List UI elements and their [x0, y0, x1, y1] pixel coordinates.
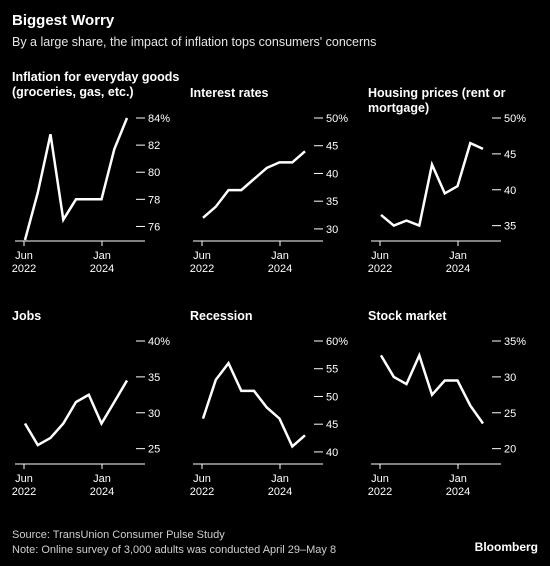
x-tick-label: Jan [449, 473, 467, 485]
y-tick-label: 45 [326, 141, 338, 153]
y-tick-label: 30 [148, 408, 160, 420]
panel-title-stock-market: Stock market [368, 309, 447, 323]
source-note: Source: TransUnion Consumer Pulse Study [12, 529, 225, 541]
x-tick-label-year: 2024 [446, 263, 470, 275]
y-tick-label: 45 [504, 149, 516, 161]
x-tick-label: Jan [271, 250, 289, 262]
x-tick-label: Jan [93, 473, 111, 485]
x-tick-label-year: 2022 [368, 263, 392, 275]
y-tick-label: 30 [504, 372, 516, 384]
survey-note: Note: Online survey of 3,000 adults was … [12, 544, 337, 556]
y-tick-label: 82 [148, 140, 160, 152]
y-tick-label: 60% [326, 336, 348, 348]
y-tick-label: 25 [148, 444, 160, 456]
chart-subtitle: By a large share, the impact of inflatio… [12, 35, 377, 49]
chart-title: Biggest Worry [12, 12, 115, 29]
y-tick-label: 20 [504, 444, 516, 456]
series-line [380, 141, 484, 228]
panel-title-housing-prices: Housing prices (rent or mortgage) [368, 86, 506, 115]
x-tick-label: Jun [193, 250, 211, 262]
x-tick-label: Jun [15, 250, 33, 262]
x-tick-label: Jan [449, 250, 467, 262]
x-tick-label-year: 2022 [368, 486, 392, 498]
panel-title-inflation: Inflation for everyday goods (groceries,… [12, 70, 180, 99]
y-tick-label: 25 [504, 408, 516, 420]
series-line [201, 360, 306, 449]
x-tick-label: Jun [371, 473, 389, 485]
y-tick-label: 40 [504, 185, 516, 197]
series-line [202, 150, 306, 219]
y-tick-label: 78 [148, 194, 160, 206]
panel-title-jobs: Jobs [12, 309, 42, 323]
series-line [23, 117, 129, 241]
y-tick-label: 35% [504, 336, 526, 348]
x-tick-label-year: 2024 [446, 486, 470, 498]
y-tick-label: 40 [326, 168, 338, 180]
y-tick-label: 80 [148, 167, 160, 179]
y-tick-label: 40% [148, 336, 170, 348]
x-tick-label: Jun [193, 473, 211, 485]
y-tick-label: 40 [326, 447, 338, 459]
y-tick-label: 35 [148, 372, 160, 384]
y-tick-label: 30 [326, 224, 338, 236]
y-tick-label: 45 [326, 419, 338, 431]
y-tick-label: 35 [504, 221, 516, 233]
x-tick-label: Jan [271, 473, 289, 485]
panel-title-interest-rates: Interest rates [190, 86, 269, 100]
x-tick-label-year: 2022 [12, 263, 36, 275]
x-tick-label-year: 2022 [190, 263, 214, 275]
panel-title-recession: Recession [190, 309, 253, 323]
x-tick-label-year: 2022 [190, 486, 214, 498]
y-tick-label: 50% [504, 113, 526, 125]
x-tick-label-year: 2024 [268, 263, 292, 275]
bloomberg-logo: Bloomberg [474, 540, 538, 554]
y-tick-label: 84% [148, 113, 170, 125]
series-line [23, 379, 129, 447]
y-tick-label: 50 [326, 391, 338, 403]
x-tick-label-year: 2024 [90, 486, 114, 498]
x-tick-label-year: 2024 [268, 486, 292, 498]
y-tick-label: 55 [326, 364, 338, 376]
x-tick-label: Jun [371, 250, 389, 262]
y-tick-label: 50% [326, 113, 348, 125]
y-tick-label: 76 [148, 221, 160, 233]
series-line [379, 351, 485, 425]
x-tick-label: Jan [93, 250, 111, 262]
y-tick-label: 35 [326, 196, 338, 208]
x-tick-label: Jun [15, 473, 33, 485]
x-tick-label-year: 2022 [12, 486, 36, 498]
x-tick-label-year: 2024 [90, 263, 114, 275]
